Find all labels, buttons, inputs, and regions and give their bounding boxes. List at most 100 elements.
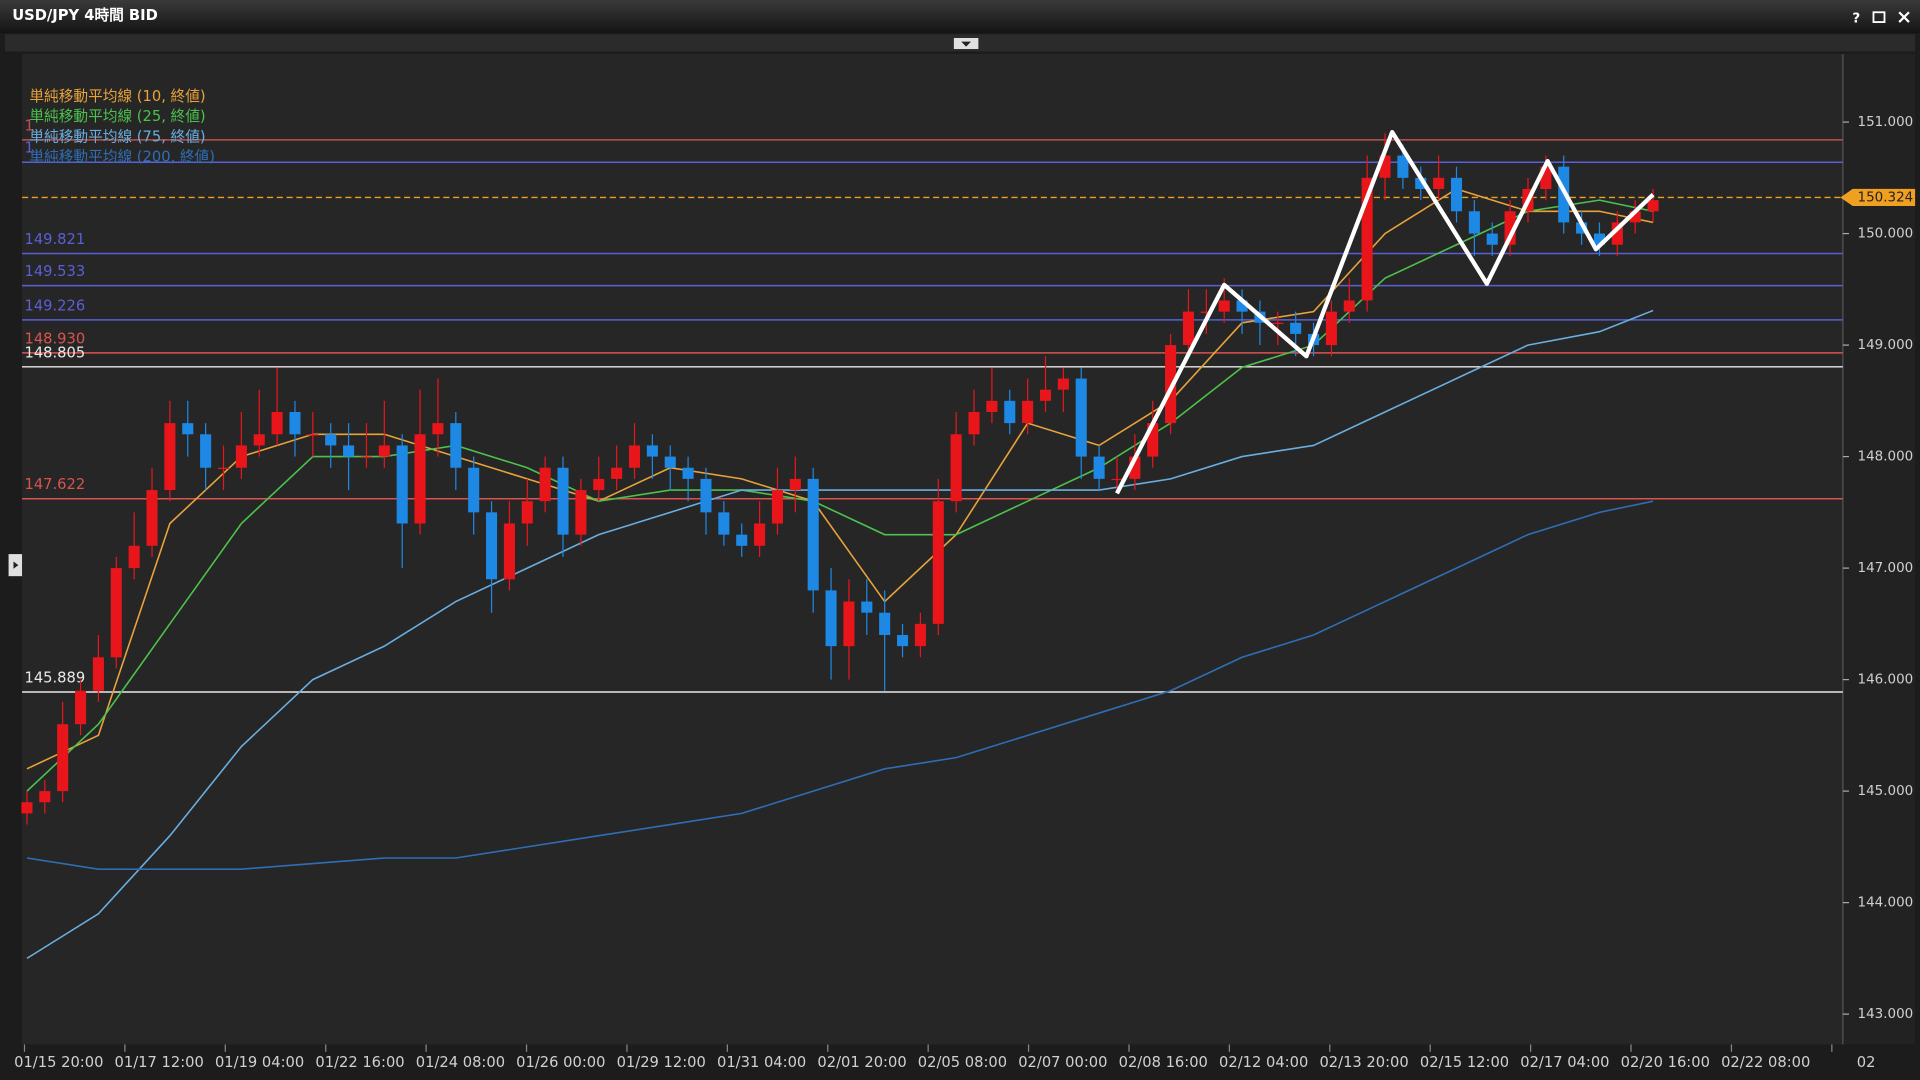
candle-body: [1039, 389, 1052, 401]
candle-body: [57, 724, 69, 792]
candle-body: [950, 434, 962, 502]
candle-body: [682, 467, 694, 479]
candle-body: [450, 423, 462, 468]
y-axis-area: [1842, 53, 1916, 1045]
x-tick-label: 02/13 20:00: [1319, 1054, 1408, 1071]
candle-body: [593, 478, 605, 491]
candle-body: [1611, 222, 1623, 245]
level-label: 149.821: [24, 231, 85, 248]
plot-area: [22, 53, 1843, 1045]
candle-body: [1343, 300, 1355, 312]
x-tick-label: 02/15 12:00: [1420, 1054, 1509, 1071]
candle-body: [1361, 177, 1373, 301]
candle-body: [575, 490, 587, 535]
candle-body: [771, 490, 783, 524]
x-tick-label: 02/07 00:00: [1018, 1054, 1107, 1071]
plot-layer: 143.000 144.000 145.000 146.000 147.000 148.0…: [14, 88, 1916, 1071]
candle-body: [468, 467, 480, 513]
candle-body: [1111, 478, 1123, 481]
legend-entry: 単純移動平均線 (25, 終値): [29, 108, 205, 125]
candle-body: [557, 467, 569, 535]
candle-body: [289, 411, 301, 435]
candle-body: [1450, 177, 1463, 212]
candle-body: [1147, 423, 1159, 457]
candle-body: [1397, 155, 1409, 178]
candle-body: [1415, 177, 1427, 189]
level-label: 145.889: [24, 669, 85, 686]
x-tick-label: 02/12 04:00: [1219, 1054, 1308, 1071]
candle-body: [1647, 200, 1659, 212]
candle-body: [325, 434, 337, 446]
current-price-tag: [1840, 188, 1916, 207]
candle-body: [736, 534, 748, 546]
candle-body: [235, 445, 247, 468]
level-label: 149.533: [24, 263, 85, 280]
candle-body: [360, 456, 372, 458]
x-tick-label: 01/26 00:00: [516, 1054, 605, 1071]
candle-body: [1236, 300, 1248, 312]
candle-body: [539, 467, 551, 502]
x-tick-label: 01/24 08:00: [416, 1054, 505, 1071]
ma-line: [26, 500, 1654, 870]
level-label: 148.930: [24, 330, 85, 347]
x-tick-label: 02/01 20:00: [817, 1054, 906, 1071]
close-button[interactable]: [1898, 11, 1910, 23]
candle-body: [378, 445, 390, 457]
candle-body: [396, 445, 408, 524]
candle-body: [21, 802, 33, 814]
y-tick-label: 151.000: [1858, 114, 1914, 130]
candle-body: [897, 634, 909, 647]
candle-body: [414, 434, 426, 524]
candle-body: [503, 523, 515, 580]
candle-body: [1272, 322, 1284, 325]
candle-body: [1200, 311, 1212, 313]
collapse-icon: [961, 41, 972, 47]
candle-body: [200, 434, 212, 468]
candle-body: [1057, 378, 1069, 390]
x-tick-label: 02/20 16:00: [1621, 1054, 1710, 1071]
candle-body: [914, 623, 926, 647]
legend-entry: 単純移動平均線 (200, 終値): [29, 149, 215, 166]
candle-body: [1093, 456, 1105, 479]
candle-body: [1004, 400, 1016, 424]
level-label: 148.805: [24, 344, 85, 361]
x-tick-label: 01/17 12:00: [115, 1054, 204, 1071]
window-title: USD/JPY 4時間 BID: [12, 6, 158, 24]
x-tick-label: 02/08 16:00: [1119, 1054, 1208, 1071]
candle-body: [271, 411, 283, 435]
legend-entry: 単純移動平均線 (75, 終値): [29, 128, 205, 145]
candle-body: [1218, 300, 1230, 312]
help-button[interactable]: ?: [1852, 10, 1860, 26]
candle-body: [968, 411, 980, 435]
candle-body: [343, 445, 355, 457]
candle-body: [521, 501, 533, 524]
candle-body: [164, 423, 176, 491]
candle-body: [486, 512, 498, 580]
level-label: 147.622: [24, 476, 85, 493]
y-tick-label: 144.000: [1858, 895, 1914, 911]
candle-body: [217, 467, 230, 469]
candle-body: [75, 690, 87, 725]
x-axis-area: [22, 1044, 1916, 1077]
candle-body: [843, 601, 855, 647]
candle-body: [825, 590, 837, 647]
x-tick-label: 02: [1857, 1054, 1876, 1071]
ma-line: [26, 309, 1654, 960]
candle-body: [1165, 345, 1177, 424]
candle-body: [664, 456, 676, 468]
level-label: 1: [24, 140, 33, 157]
y-tick-label: 145.000: [1858, 783, 1914, 799]
candle-body: [646, 445, 658, 457]
x-tick-label: 01/22 16:00: [315, 1054, 404, 1071]
x-tick-label: 01/29 12:00: [617, 1054, 706, 1071]
candle-body: [861, 601, 873, 613]
candle-body: [1504, 211, 1516, 245]
candle-body: [146, 490, 158, 546]
title-bar: [0, 0, 1920, 34]
x-tick-label: 02/22 08:00: [1721, 1054, 1810, 1071]
maximize-button[interactable]: [1872, 11, 1886, 23]
candle-body: [1182, 311, 1194, 346]
candle-body: [718, 512, 730, 535]
